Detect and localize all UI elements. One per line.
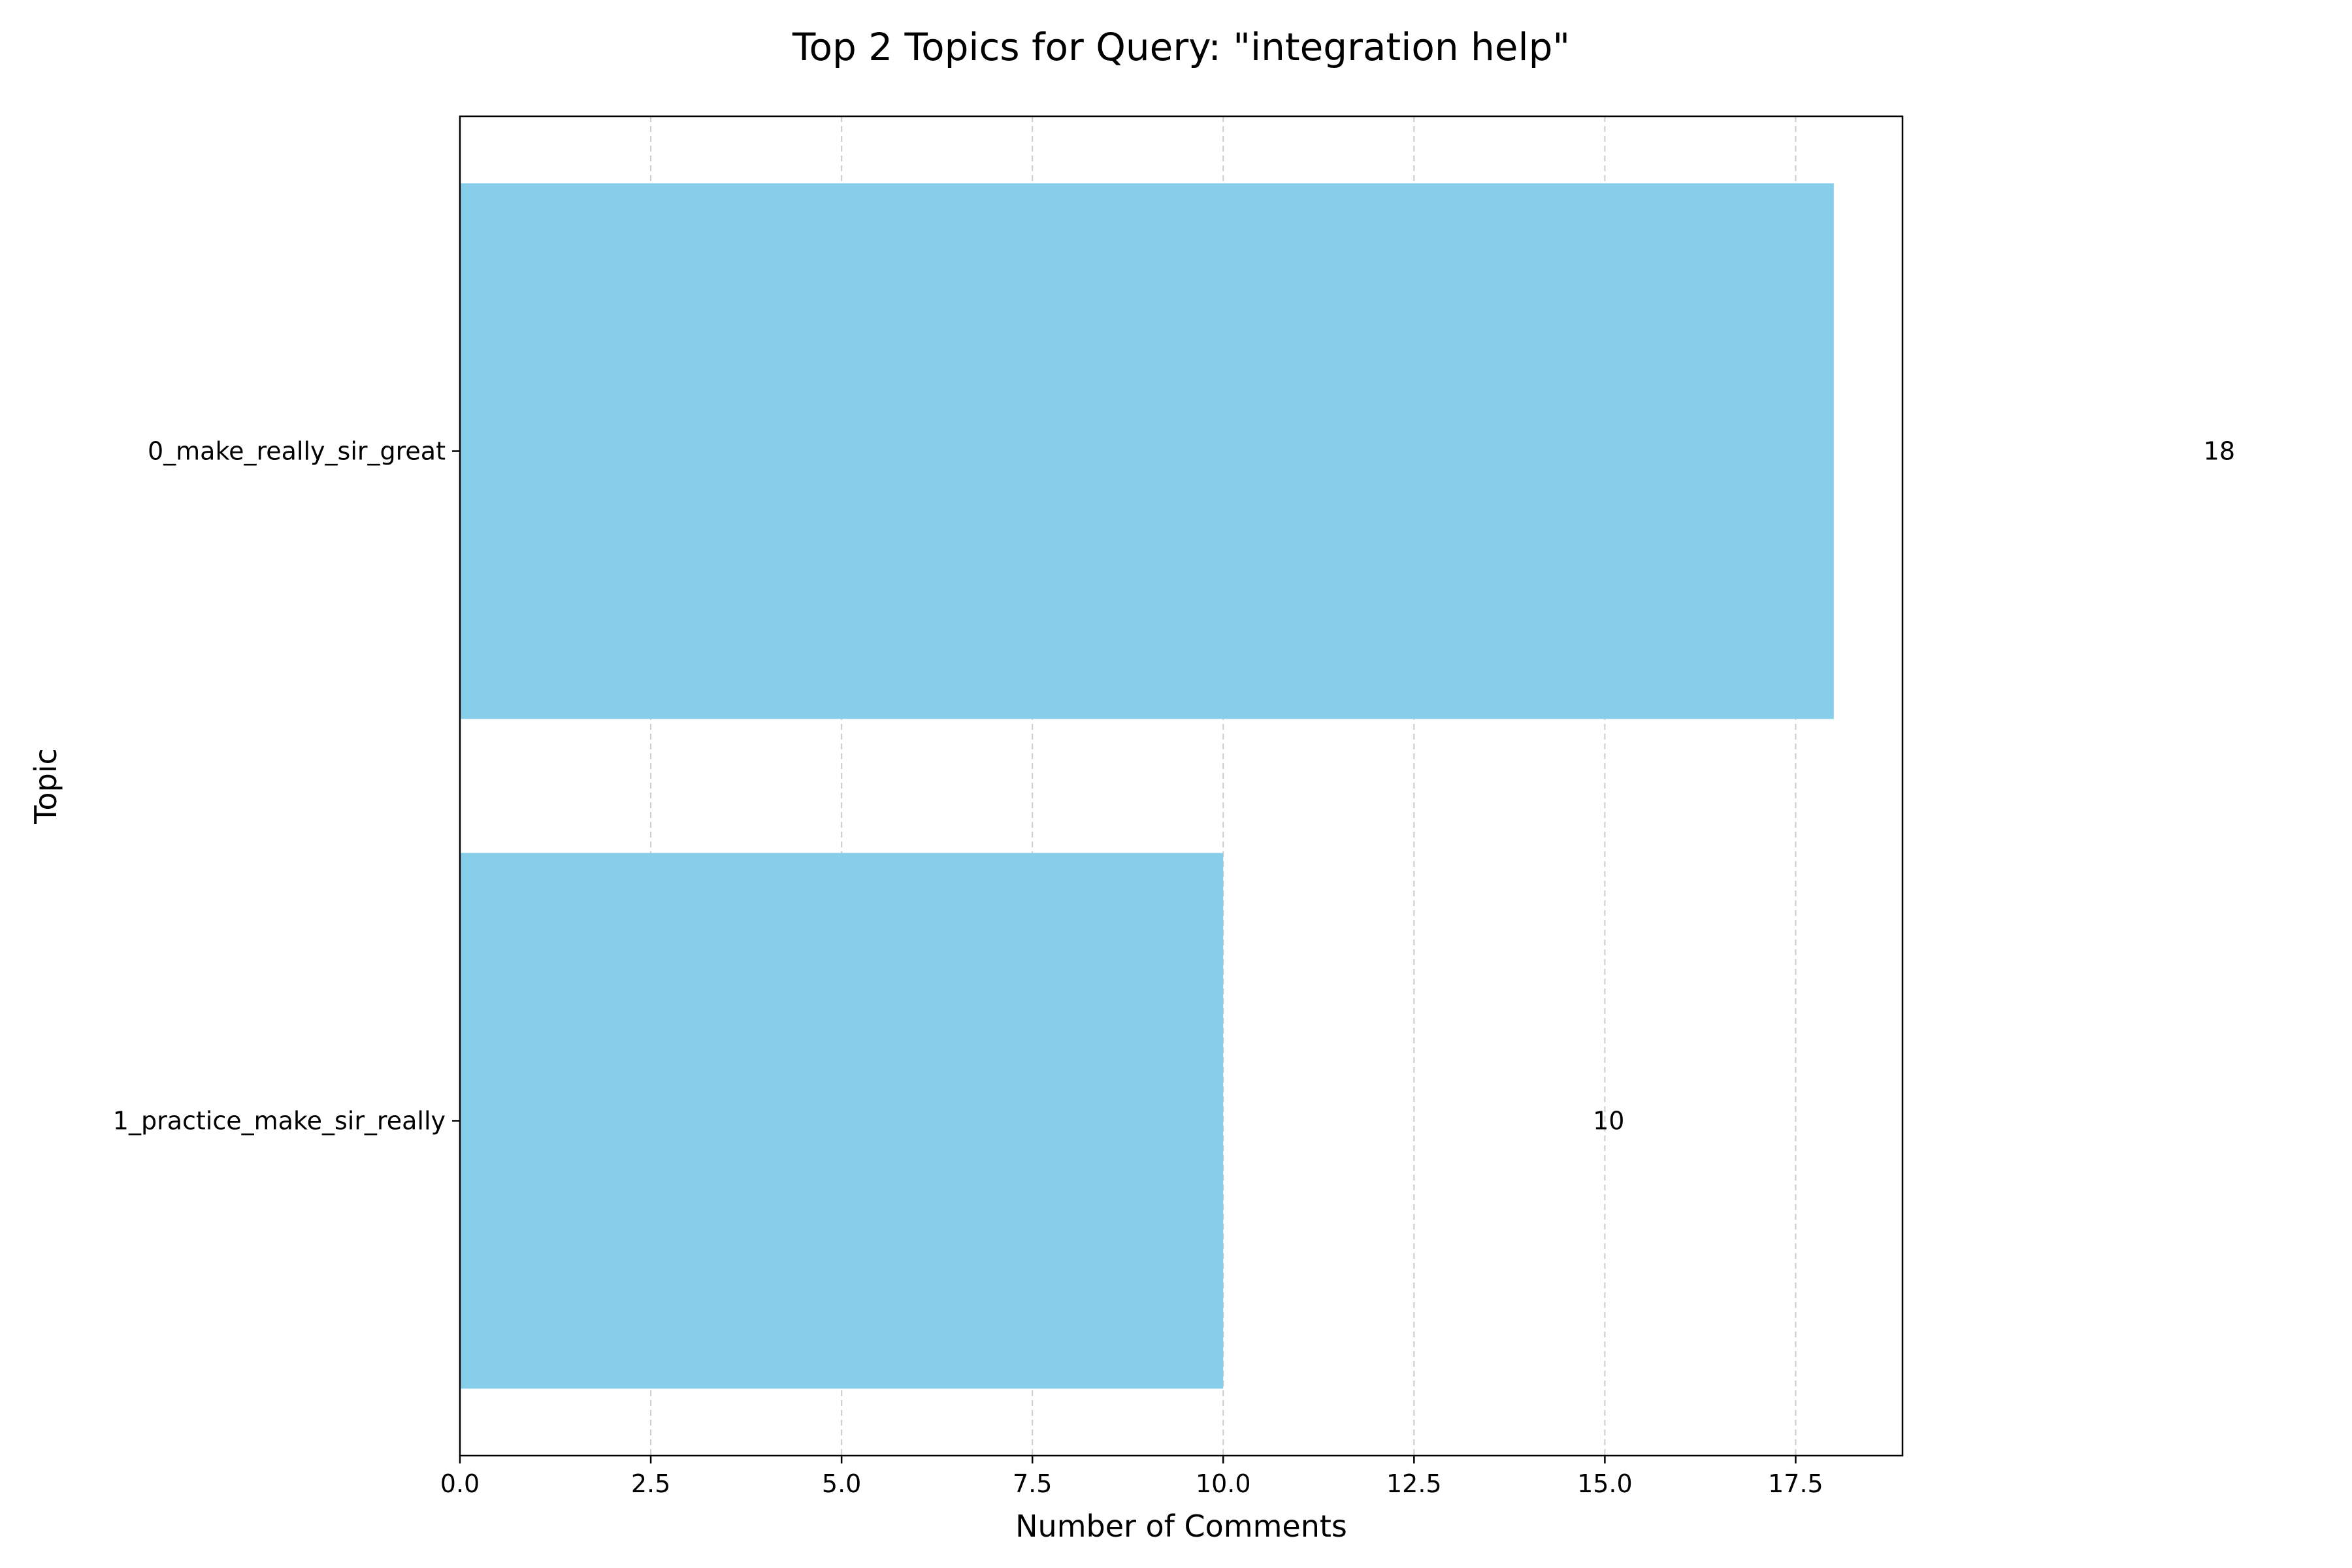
- plot-frame: [459, 115, 1904, 1457]
- y-tick-label: 1_practice_make_sir_really: [113, 1107, 446, 1135]
- y-tick-label: 0_make_really_sir_great: [148, 437, 446, 466]
- x-tick-label: 10.0: [1196, 1469, 1251, 1498]
- data-label: 18: [2204, 437, 2235, 466]
- bar: [460, 183, 1834, 719]
- x-tick-label: 0.0: [440, 1469, 480, 1498]
- x-tick-label: 17.5: [1768, 1469, 1823, 1498]
- y-axis-title: Topic: [28, 748, 63, 825]
- x-tick-label: 7.5: [1013, 1469, 1052, 1498]
- chart-title: Top 2 Topics for Query: "integration hel…: [792, 25, 1570, 69]
- bar: [460, 853, 1224, 1389]
- x-tick-label: 15.0: [1577, 1469, 1633, 1498]
- axis-ticks: 0.0 2.5 5.0 7.5 10.0 12.5 15.0 17.5 0_make_reall…: [113, 437, 1823, 1499]
- x-tick-label: 2.5: [631, 1469, 670, 1498]
- x-axis-title: Number of Comments: [1015, 1509, 1347, 1544]
- x-tick-label: 5.0: [822, 1469, 861, 1498]
- data-label: 10: [1593, 1107, 1624, 1135]
- x-tick-label: 12.5: [1386, 1469, 1442, 1498]
- bars: [460, 183, 1834, 1389]
- grid-lines: [650, 116, 1797, 1456]
